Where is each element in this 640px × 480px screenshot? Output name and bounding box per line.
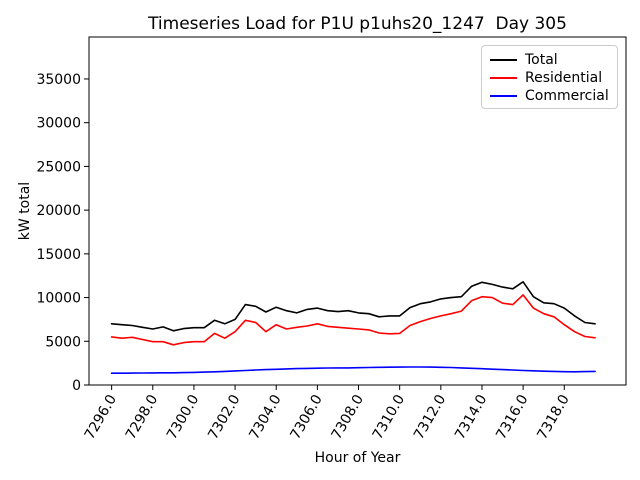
y-tick-label: 30000	[36, 116, 81, 132]
x-axis-label: Hour of Year	[314, 450, 401, 466]
y-axis-tick-labels: 0 5000 10000 15000 20000 25000 30000 35000	[36, 72, 81, 394]
legend-label: Total	[525, 52, 558, 68]
x-tick-label: 7306.0	[287, 392, 325, 442]
y-tick-label: 25000	[36, 159, 81, 175]
legend-item-commercial: Commercial	[490, 87, 609, 105]
x-tick-label: 7316.0	[493, 392, 531, 442]
x-axis-tick-labels: 7296.0 7298.0 7300.0 7302.0 7304.0 7306.0 7308…	[82, 392, 573, 442]
x-tick-label: 7314.0	[452, 392, 490, 442]
x-tick-label: 7308.0	[329, 392, 367, 442]
x-tick-label: 7302.0	[205, 392, 243, 442]
y-tick-label: 15000	[36, 247, 81, 263]
legend-item-residential: Residential	[490, 69, 609, 87]
data-series-lines	[110, 280, 596, 375]
commercial-line-swatch	[490, 95, 517, 97]
total-line-swatch	[490, 59, 517, 61]
residential-line-swatch	[490, 77, 517, 79]
x-tick-label: 7312.0	[411, 392, 449, 442]
total-line	[110, 280, 596, 332]
legend-label: Commercial	[525, 88, 609, 104]
x-tick-label: 7300.0	[164, 392, 202, 442]
x-axis-ticks	[111, 385, 565, 390]
x-tick-label: 7304.0	[246, 392, 284, 442]
x-tick-label: 7298.0	[123, 392, 161, 442]
x-tick-label: 7310.0	[370, 392, 408, 442]
y-tick-label: 0	[72, 378, 81, 394]
commercial-line	[110, 366, 596, 375]
x-tick-label: 7296.0	[82, 392, 120, 442]
residential-line	[110, 294, 596, 346]
axes-frame	[88, 36, 627, 386]
y-tick-label: 5000	[45, 334, 81, 350]
y-tick-label: 35000	[36, 72, 81, 88]
y-tick-label: 10000	[36, 291, 81, 307]
chart-title: Timeseries Load for P1U p1uhs20_1247 Day…	[148, 14, 567, 34]
y-tick-label: 20000	[36, 203, 81, 219]
y-axis-label: kW total	[17, 181, 33, 241]
legend-item-total: Total	[490, 51, 609, 69]
legend-label: Residential	[525, 70, 603, 86]
legend: Total Residential Commercial	[481, 45, 618, 109]
x-tick-label: 7318.0	[534, 392, 572, 442]
y-axis-ticks	[84, 78, 89, 386]
